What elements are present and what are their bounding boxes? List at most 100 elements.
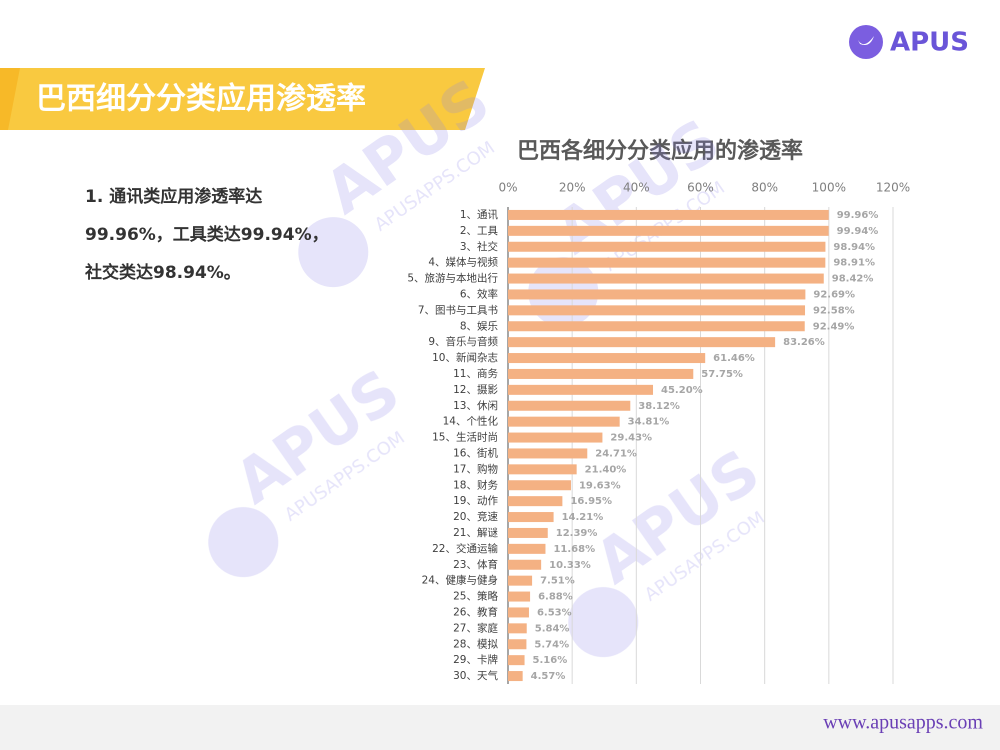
- watermark-icon: [568, 587, 639, 658]
- value-label: 92.58%: [813, 305, 855, 316]
- bar: [508, 591, 531, 602]
- bar: [508, 400, 631, 411]
- y-tick-label: 28、模拟: [453, 637, 498, 650]
- y-tick-label: 25、策略: [453, 590, 498, 603]
- bar: [508, 241, 826, 252]
- value-label: 5.74%: [534, 639, 569, 650]
- bar: [508, 671, 523, 682]
- y-tick-label: 30、天气: [453, 669, 498, 682]
- value-label: 99.96%: [837, 210, 879, 221]
- y-tick-label: 13、休闲: [453, 399, 498, 412]
- y-tick-label: 23、体育: [453, 558, 498, 571]
- y-tick-label: 3、社交: [460, 240, 499, 253]
- footer-url: www.apusapps.com: [823, 712, 983, 734]
- bar: [508, 543, 546, 554]
- y-tick-label: 18、财务: [453, 478, 498, 491]
- y-tick-label: 11、商务: [453, 367, 498, 380]
- value-label: 29.43%: [610, 433, 652, 444]
- slide-title: 巴西细分分类应用渗透率: [36, 82, 366, 117]
- value-label: 34.81%: [628, 417, 670, 428]
- bar: [508, 368, 694, 379]
- summary-line: 99.96%，工具类达99.94%，: [85, 225, 329, 245]
- bar: [508, 257, 826, 268]
- value-label: 57.75%: [701, 369, 743, 380]
- value-label: 5.16%: [533, 655, 568, 666]
- bar: [508, 448, 588, 459]
- value-label: 99.94%: [837, 226, 879, 237]
- y-tick-label: 16、街机: [453, 446, 498, 459]
- value-label: 21.40%: [585, 464, 627, 475]
- y-tick-label: 21、解谜: [453, 526, 498, 539]
- y-tick-label: 15、生活时尚: [432, 431, 498, 444]
- bar: [508, 305, 806, 316]
- watermark-icon: [208, 507, 279, 578]
- value-label: 14.21%: [562, 512, 604, 523]
- bar: [508, 607, 529, 618]
- y-tick-label: 19、动作: [453, 495, 498, 507]
- bar: [508, 416, 620, 427]
- logo-icon: [849, 25, 883, 59]
- value-label: 12.39%: [556, 528, 598, 539]
- summary-line: 社交类达98.94%。: [85, 263, 241, 283]
- bar: [508, 273, 824, 284]
- bar: [508, 353, 706, 364]
- summary-line: 1. 通讯类应用渗透率达: [85, 187, 263, 207]
- value-label: 24.71%: [595, 448, 637, 459]
- banner-edge: [0, 68, 20, 130]
- bar: [508, 655, 525, 666]
- value-label: 92.49%: [813, 321, 855, 332]
- value-label: 45.20%: [661, 385, 703, 396]
- y-tick-label: 7、图书与工具书: [418, 304, 498, 316]
- bar: [508, 496, 563, 507]
- value-label: 11.68%: [553, 544, 595, 555]
- value-label: 98.94%: [833, 242, 875, 253]
- value-label: 61.46%: [713, 353, 755, 364]
- bar: [508, 480, 571, 491]
- bar: [508, 639, 527, 650]
- y-tick-label: 1、通讯: [460, 208, 499, 221]
- bar: [508, 225, 829, 236]
- bar: [508, 512, 554, 523]
- title-banner: [0, 68, 485, 130]
- bar: [508, 337, 776, 348]
- x-tick-label: 120%: [876, 181, 910, 195]
- value-label: 4.57%: [531, 671, 566, 682]
- chart-title: 巴西各细分分类应用的渗透率: [517, 138, 803, 164]
- x-tick-label: 100%: [812, 181, 846, 195]
- y-tick-label: 27、家庭: [453, 621, 498, 634]
- y-tick-label: 12、摄影: [453, 383, 498, 396]
- bar: [508, 527, 548, 538]
- y-tick-label: 29、卡牌: [453, 653, 498, 666]
- y-tick-label: 26、教育: [453, 605, 498, 618]
- bar: [508, 559, 542, 570]
- value-label: 98.42%: [832, 274, 874, 285]
- value-label: 98.91%: [833, 258, 875, 269]
- bar: [508, 464, 577, 475]
- y-tick-label: 2、工具: [460, 225, 499, 237]
- value-label: 92.69%: [813, 289, 855, 300]
- y-tick-label: 10、新闻杂志: [432, 351, 498, 364]
- bar: [508, 321, 805, 332]
- x-tick-label: 60%: [687, 181, 714, 195]
- y-tick-label: 20、竞速: [453, 510, 498, 523]
- x-tick-label: 80%: [751, 181, 778, 195]
- bar: [508, 209, 829, 220]
- y-tick-label: 14、个性化: [443, 415, 499, 428]
- footer-band: [0, 705, 1000, 750]
- logo-text: APUS: [890, 28, 969, 58]
- value-label: 6.53%: [537, 607, 572, 618]
- bar: [508, 432, 603, 443]
- y-tick-label: 17、购物: [453, 462, 498, 475]
- logo-mark: [858, 36, 874, 45]
- value-label: 10.33%: [549, 560, 591, 571]
- value-label: 5.84%: [535, 623, 570, 634]
- watermark-icon: [298, 217, 369, 288]
- y-tick-label: 4、媒体与视频: [428, 256, 498, 269]
- bar: [508, 384, 654, 395]
- bar: [508, 575, 533, 586]
- value-label: 38.12%: [638, 401, 680, 412]
- bar: [508, 289, 806, 300]
- y-tick-label: 5、旅游与本地出行: [407, 272, 498, 285]
